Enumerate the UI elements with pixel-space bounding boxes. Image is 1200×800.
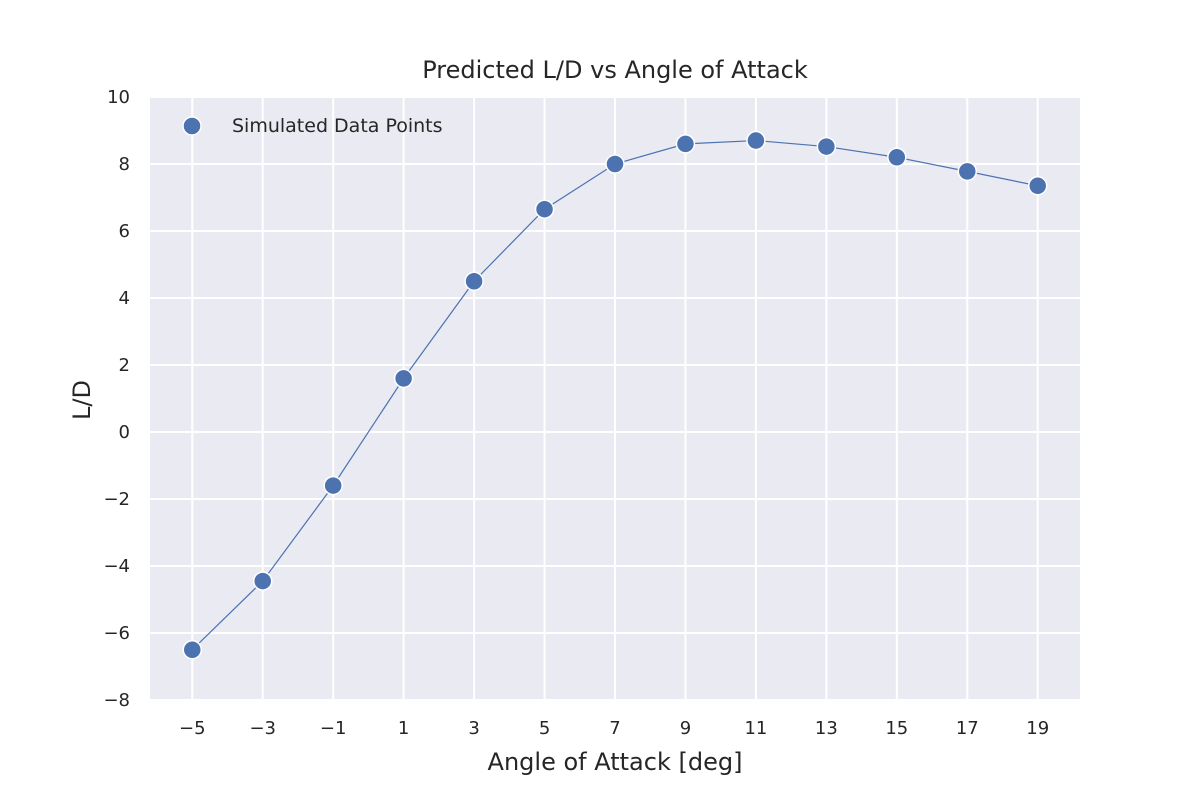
- data-point: [605, 154, 625, 174]
- data-point: [887, 147, 907, 168]
- y-tick-label: 0: [119, 422, 130, 443]
- x-tick-label: 17: [956, 718, 979, 739]
- data-point: [393, 368, 414, 389]
- legend-label: Simulated Data Points: [232, 115, 443, 137]
- y-tick-label: 2: [119, 355, 130, 376]
- x-tick-label: 11: [744, 718, 767, 739]
- data-point: [323, 475, 343, 496]
- x-tick-label: −3: [249, 718, 276, 739]
- y-tick-label: −6: [103, 623, 130, 644]
- x-tick-label: 3: [468, 718, 479, 739]
- x-tick-label: 1: [398, 718, 409, 739]
- data-point: [675, 134, 696, 154]
- x-tick-label: 15: [885, 718, 908, 739]
- x-tick-label: −1: [320, 718, 347, 739]
- y-tick-label: −4: [103, 556, 130, 577]
- x-tick-label: 13: [815, 718, 838, 739]
- y-tick-label: 4: [119, 288, 130, 309]
- series-layer: [182, 130, 1048, 660]
- y-tick-label: 10: [107, 87, 130, 108]
- chart-title: Predicted L/D vs Angle of Attack: [422, 56, 808, 84]
- x-tick-label: 5: [539, 718, 550, 739]
- data-point: [534, 199, 555, 219]
- data-point: [252, 571, 273, 591]
- x-tick-label: −5: [179, 718, 206, 739]
- data-point: [816, 136, 837, 157]
- y-tick-label: −8: [103, 690, 130, 711]
- y-tick-label: 6: [119, 221, 130, 242]
- y-tick-label: −2: [103, 489, 130, 510]
- x-tick-label: 7: [609, 718, 620, 739]
- data-point: [464, 271, 484, 291]
- data-point: [1027, 176, 1048, 196]
- data-point: [746, 130, 766, 151]
- x-tick-label: 9: [680, 718, 691, 739]
- y-axis-label: L/D: [68, 380, 96, 420]
- data-point: [957, 161, 978, 182]
- y-tick-label: 8: [119, 154, 130, 175]
- legend: Simulated Data Points: [182, 115, 443, 137]
- y-axis-ticks: −8 −6 −4 −2 0 2 4 6 8 10: [103, 87, 130, 711]
- x-axis-ticks: −5 −3 −1 1 3 5 7 9 11 13 15 17 19: [179, 718, 1049, 739]
- data-point: [182, 640, 203, 660]
- legend-marker: [182, 116, 202, 136]
- x-axis-label: Angle of Attack [deg]: [488, 748, 743, 776]
- x-tick-label: 19: [1026, 718, 1049, 739]
